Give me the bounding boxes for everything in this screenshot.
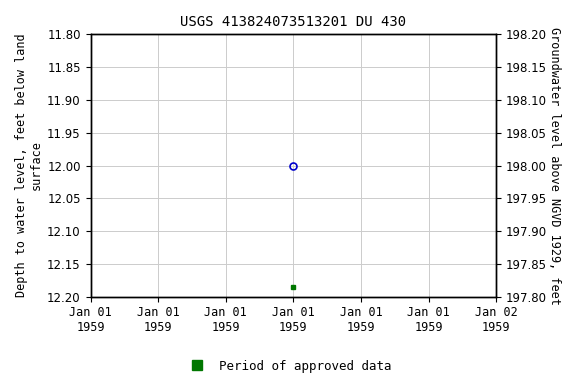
Legend: Period of approved data: Period of approved data	[179, 355, 397, 378]
Title: USGS 413824073513201 DU 430: USGS 413824073513201 DU 430	[180, 15, 407, 29]
Y-axis label: Depth to water level, feet below land
surface: Depth to water level, feet below land su…	[15, 34, 43, 297]
Y-axis label: Groundwater level above NGVD 1929, feet: Groundwater level above NGVD 1929, feet	[548, 26, 561, 305]
